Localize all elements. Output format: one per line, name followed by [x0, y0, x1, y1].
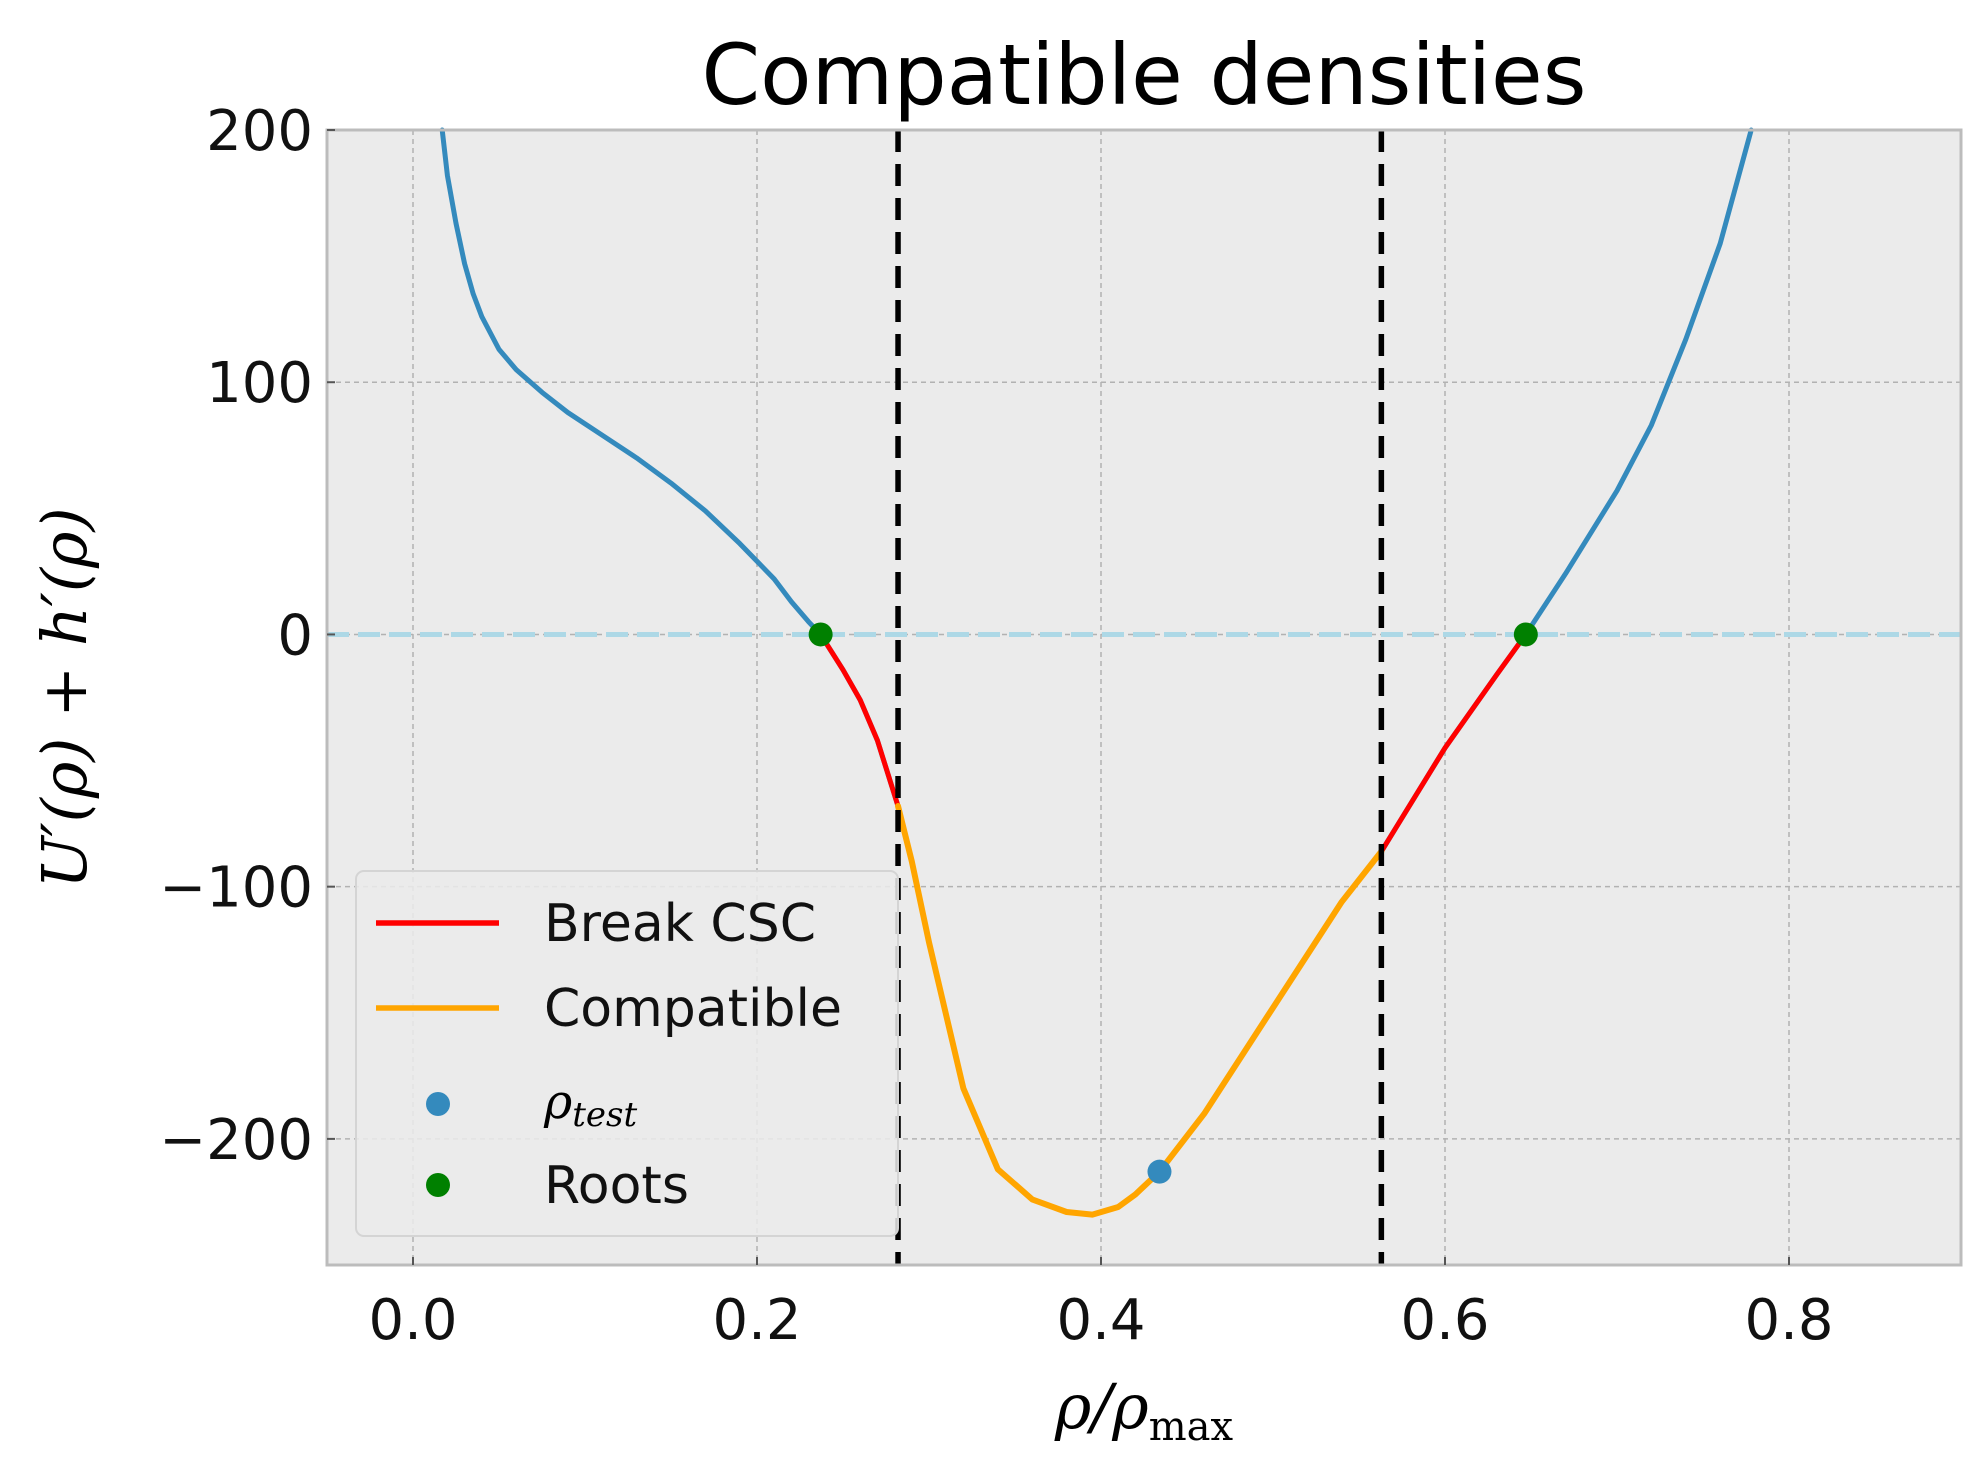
legend-label-subscript: test [572, 1095, 637, 1135]
points [808, 622, 1538, 1184]
x-tick-label: 0.4 [1056, 1288, 1145, 1353]
y-tick-label: 200 [206, 99, 313, 164]
x-axis-label: ρ/ρmax [1054, 1370, 1234, 1450]
root-point [1513, 622, 1538, 647]
break-csc-segment [1378, 631, 1529, 854]
vertical-lines [895, 130, 1385, 1265]
break-csc-segment [818, 631, 901, 809]
x-tick-label: 0.8 [1744, 1288, 1833, 1353]
rho-test-point [1147, 1159, 1172, 1184]
legend: Break CSC Compatible ρtest Roots [355, 870, 899, 1237]
x-tick-label: 0.2 [712, 1288, 801, 1353]
y-tick-label: 0 [277, 603, 313, 668]
x-axis-label-subscript: max [1149, 1404, 1234, 1450]
legend-label-rho-test: ρtest [543, 1074, 637, 1135]
legend-label: Roots [544, 1156, 689, 1216]
legend-label-base: ρ [543, 1074, 572, 1130]
legend-label: Break CSC [544, 894, 816, 954]
legend-marker-swatch [426, 1173, 450, 1197]
plot-frame [325, 128, 1963, 1267]
chart-title: Compatible densities [701, 26, 1586, 124]
legend-marker-swatch [426, 1092, 450, 1116]
y-tick-label: 100 [206, 351, 313, 416]
x-tick-label: 0.0 [368, 1288, 457, 1353]
x-axis-label-base: ρ/ρ [1054, 1370, 1149, 1443]
y-axis-label: U′(ρ) + h′(ρ) [28, 507, 101, 888]
legend-box [355, 870, 899, 1237]
compatible-segment [895, 803, 1385, 1218]
root-point [808, 622, 833, 647]
curves [439, 127, 1754, 1218]
legend-label: Compatible [544, 979, 842, 1039]
y-tick-label: −100 [159, 856, 313, 921]
x-tick-label: 0.6 [1400, 1288, 1489, 1353]
y-tick-label: −200 [159, 1108, 313, 1173]
ticks: 0.0 0.2 0.4 0.6 0.8 200 100 0 −100 −200 [159, 99, 1833, 1353]
